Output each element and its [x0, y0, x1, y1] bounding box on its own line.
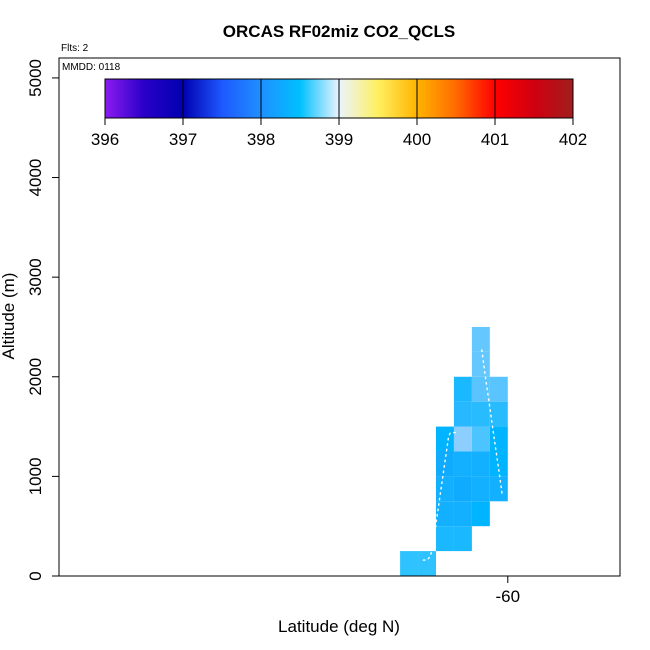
- flight-tracks: [422, 349, 504, 561]
- heatmap-cell: [489, 401, 508, 427]
- y-tick-label: 5000: [26, 59, 45, 97]
- heatmap-cell: [453, 376, 472, 402]
- heatmap-cell: [471, 426, 490, 452]
- colorbar-tick-label: 398: [247, 130, 275, 149]
- y-tick-label: 3000: [26, 258, 45, 296]
- heatmap-cell: [471, 326, 490, 352]
- heatmap-cell: [418, 551, 436, 576]
- heatmap-cell: [489, 451, 508, 477]
- heatmap-cell: [489, 476, 508, 502]
- colorbar-tick-label: 402: [559, 130, 587, 149]
- y-axis-label: Altitude (m): [0, 273, 18, 360]
- plot-frame: [58, 57, 621, 577]
- heatmap-cell: [435, 476, 454, 502]
- flight-track: [481, 349, 504, 497]
- colorbar-tick-label: 399: [325, 130, 353, 149]
- chart-title: ORCAS RF02miz CO2_QCLS: [223, 22, 455, 41]
- y-tick-label: 1000: [26, 457, 45, 495]
- y-tick-label: 0: [26, 571, 45, 580]
- x-axis: -60: [496, 576, 521, 606]
- colorbar-tick-label: 400: [403, 130, 431, 149]
- heatmap-cell: [400, 551, 419, 576]
- x-axis-label: Latitude (deg N): [278, 617, 400, 636]
- heatmap-cell: [471, 476, 490, 502]
- heatmap-cell: [471, 351, 490, 377]
- colorbar-tick-label: 397: [169, 130, 197, 149]
- heatmap-cells: [400, 326, 508, 576]
- flight-track: [422, 431, 458, 561]
- x-tick-label: -60: [496, 587, 521, 606]
- heatmap-cell: [471, 376, 490, 402]
- heatmap-cell: [489, 376, 508, 402]
- colorbar: 396 397 398 399 400 401 402: [91, 78, 587, 149]
- heatmap-cell: [453, 451, 472, 477]
- heatmap-cell: [453, 476, 472, 502]
- heatmap-cell: [435, 451, 454, 477]
- heatmap-cell: [435, 501, 454, 527]
- y-tick-label: 2000: [26, 358, 45, 396]
- flights-label: Flts: 2: [61, 43, 89, 54]
- heatmap-cell: [435, 526, 454, 552]
- heatmap-cell: [453, 501, 472, 527]
- heatmap-cell: [435, 426, 454, 452]
- heatmap-cell: [471, 501, 490, 527]
- y-axis: 0 1000 2000 3000 4000 5000: [26, 59, 59, 581]
- heatmap-cell: [453, 526, 472, 552]
- heatmap-cell: [471, 451, 490, 477]
- colorbar-tick-label: 401: [481, 130, 509, 149]
- y-tick-label: 4000: [26, 159, 45, 197]
- heatmap-cell: [489, 426, 508, 452]
- heatmap-cell: [453, 426, 472, 452]
- heatmap-cell: [453, 401, 472, 427]
- colorbar-tick-label: 396: [91, 130, 119, 149]
- date-label: MMDD: 0118: [62, 62, 121, 73]
- heatmap-cell: [471, 401, 490, 427]
